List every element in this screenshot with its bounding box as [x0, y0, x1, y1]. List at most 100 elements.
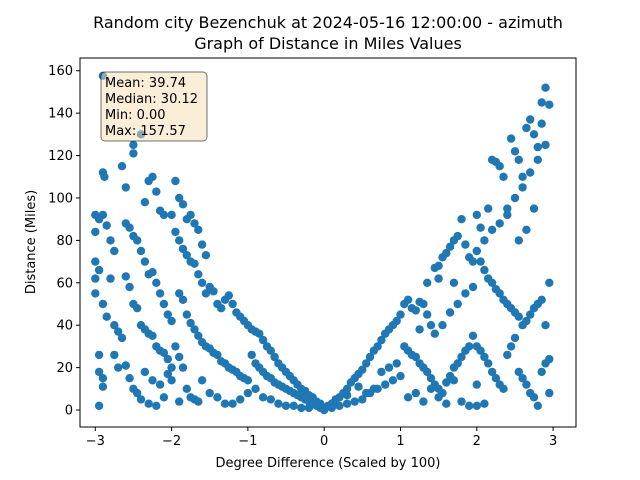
- data-point: [537, 98, 546, 107]
- data-point: [495, 219, 504, 228]
- data-point: [178, 295, 188, 304]
- data-point: [228, 399, 237, 408]
- data-point: [419, 299, 428, 309]
- data-point: [98, 210, 108, 220]
- data-point: [514, 312, 523, 321]
- data-point: [94, 401, 104, 410]
- data-point: [503, 210, 512, 220]
- data-point: [201, 289, 211, 298]
- data-point: [476, 346, 485, 355]
- data-point: [251, 384, 260, 393]
- data-point: [476, 223, 485, 232]
- data-point: [136, 246, 146, 256]
- data-point: [495, 162, 504, 171]
- data-point: [434, 393, 443, 402]
- x-tick-label: −1: [238, 434, 257, 449]
- data-point: [545, 278, 554, 287]
- data-point: [197, 376, 207, 385]
- data-point: [152, 187, 161, 196]
- data-point: [518, 183, 527, 192]
- data-point: [190, 219, 199, 228]
- data-point: [117, 333, 127, 343]
- data-point: [129, 149, 138, 158]
- data-point: [476, 257, 485, 266]
- data-point: [94, 350, 104, 360]
- data-point: [480, 265, 489, 275]
- data-point: [514, 367, 523, 377]
- data-point: [495, 289, 504, 298]
- data-point: [243, 376, 253, 385]
- y-tick-label: 80: [56, 234, 73, 249]
- data-point: [167, 210, 176, 220]
- data-points: [91, 71, 554, 415]
- data-point: [445, 242, 455, 251]
- data-point: [388, 376, 398, 385]
- data-point: [140, 367, 150, 377]
- data-point: [373, 342, 382, 351]
- data-point: [537, 367, 546, 377]
- data-point: [541, 140, 550, 150]
- data-point: [155, 380, 165, 389]
- data-point: [175, 352, 184, 362]
- data-point: [106, 274, 115, 283]
- data-point: [342, 384, 352, 393]
- data-point: [148, 268, 157, 277]
- y-tick-label: 20: [56, 361, 73, 376]
- data-point: [484, 359, 493, 368]
- data-point: [205, 388, 214, 398]
- x-axis-label: Degree Difference (Scaled by 100): [216, 456, 441, 471]
- data-point: [91, 289, 100, 298]
- data-point: [129, 140, 138, 150]
- data-point: [506, 134, 516, 143]
- data-point: [125, 282, 134, 292]
- data-point: [545, 100, 554, 109]
- data-point: [148, 331, 157, 340]
- data-point: [194, 331, 203, 340]
- data-point: [94, 367, 104, 377]
- data-point: [110, 246, 119, 256]
- chart-title: Random city Bezenchuk at 2024-05-16 12:0…: [93, 13, 563, 32]
- data-point: [178, 200, 188, 209]
- data-point: [213, 350, 222, 360]
- y-tick-label: 160: [48, 64, 73, 79]
- data-point: [533, 142, 542, 152]
- data-point: [518, 374, 527, 383]
- data-point: [423, 278, 432, 287]
- data-point: [465, 342, 474, 351]
- data-point: [98, 299, 108, 309]
- data-point: [499, 172, 508, 181]
- data-point: [114, 363, 123, 372]
- data-point: [266, 395, 275, 404]
- data-point: [411, 306, 420, 315]
- data-point: [503, 204, 512, 213]
- y-tick-label: 0: [65, 404, 73, 419]
- data-point: [140, 257, 150, 266]
- data-point: [194, 270, 203, 279]
- data-point: [91, 227, 100, 237]
- data-point: [453, 359, 462, 368]
- data-point: [453, 231, 462, 241]
- data-point: [167, 316, 176, 326]
- data-point: [258, 335, 268, 345]
- data-point: [358, 395, 367, 404]
- data-point: [529, 393, 539, 402]
- y-tick-label: 40: [56, 319, 73, 334]
- data-point: [365, 352, 375, 362]
- data-point: [445, 308, 455, 317]
- data-point: [377, 367, 386, 377]
- data-point: [442, 399, 451, 408]
- data-point: [125, 374, 134, 383]
- data-point: [155, 289, 165, 298]
- data-point: [510, 193, 520, 203]
- data-point: [522, 123, 531, 133]
- y-axis-label: Distance (Miles): [24, 190, 39, 294]
- data-point: [91, 257, 100, 266]
- data-point: [415, 325, 424, 334]
- data-point: [423, 310, 432, 319]
- data-point: [472, 380, 481, 389]
- data-point: [114, 327, 123, 336]
- data-point: [159, 299, 169, 309]
- data-point: [194, 225, 203, 234]
- data-point: [144, 399, 153, 408]
- data-point: [190, 325, 199, 334]
